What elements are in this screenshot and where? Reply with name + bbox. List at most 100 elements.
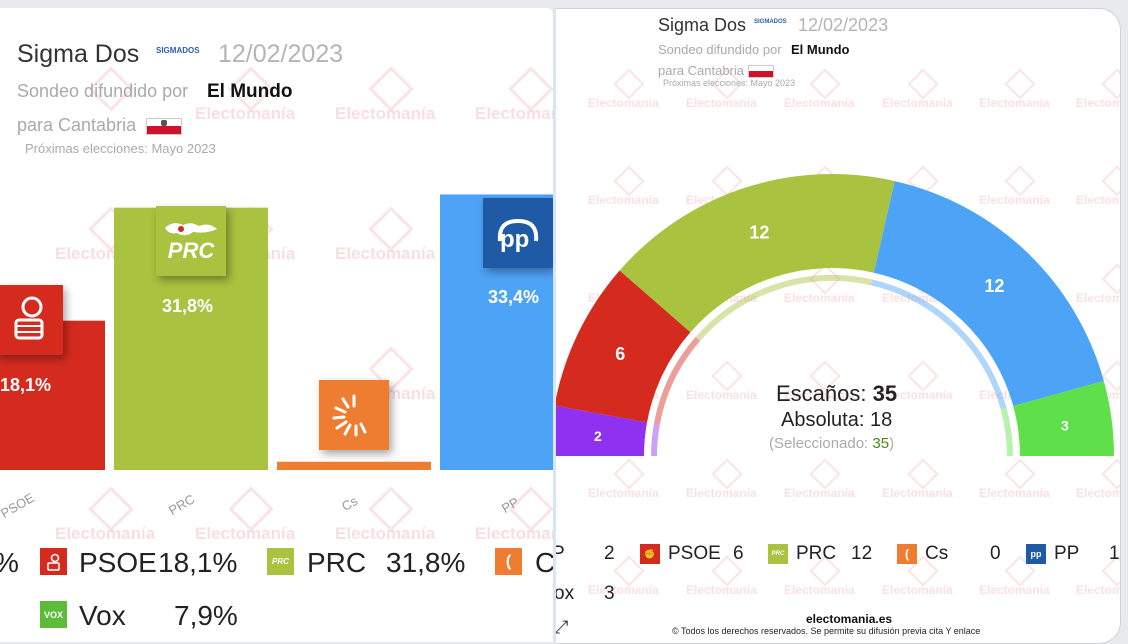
hemicycle-label-pp: 12 <box>984 276 1004 296</box>
seats-label-text: Escaños: <box>776 381 867 406</box>
watermark-text: Electomanía <box>588 583 659 597</box>
legend-psoe-label: PSOE <box>79 547 157 578</box>
watermark-text: Electomanía <box>979 583 1050 597</box>
bar-chart-panel: Electomanía Electomanía Electomanía Elec… <box>0 8 553 642</box>
watermark-text: Electomanía <box>882 96 953 110</box>
bar-cs <box>277 461 431 470</box>
legend-prc-value: 31,8% <box>386 547 466 578</box>
published-by-label: Sondeo difundido por <box>658 42 782 57</box>
hemicycle-segment-pp[interactable] <box>873 181 1104 406</box>
watermark-text: Electomanía <box>335 524 436 543</box>
expand-arrow-icon[interactable]: ⤢ <box>556 617 568 638</box>
legend-vox-value: 3 <box>604 583 615 604</box>
watermark-text: Electomanía <box>882 388 953 402</box>
watermark-text: Electomanía <box>784 486 855 500</box>
majority-label: Absoluta: 18 <box>781 409 893 431</box>
seats-label: Escaños: 35 <box>776 381 897 407</box>
legend-prc-value: 12 <box>851 543 873 564</box>
panel-divider <box>553 8 556 642</box>
legend-psoe-icon <box>40 548 67 575</box>
hemicycle-chart: 2 6 12 12 3 <box>556 173 1114 457</box>
watermark-text: Electomanía <box>784 96 855 110</box>
hemicycle-label-psoe: 6 <box>615 344 625 364</box>
pollster-badge: SIGMADOS <box>754 19 787 25</box>
poll-date: 12/02/2023 <box>218 40 344 68</box>
hemicycle-segment-vox[interactable] <box>1013 380 1114 456</box>
legend-cs-label: Cs <box>925 543 949 564</box>
watermark-text: Electomanía <box>475 524 553 543</box>
hemicycle-ring-podemos <box>651 423 660 457</box>
footer-site: electomania.es <box>806 612 893 626</box>
publisher-name: El Mundo <box>791 42 850 57</box>
pp-logo-icon: pp <box>483 198 553 268</box>
legend-leading-fragment: % <box>0 547 19 579</box>
legend-cs-value: 0 <box>990 543 1001 564</box>
legend-prc-label: PRC <box>796 543 837 564</box>
pollster-name: Sigma Dos <box>658 15 747 35</box>
legend-cs-icon: ( <box>897 544 917 564</box>
legend-prc-label: PRC <box>307 547 367 578</box>
legend-pp-label: PP <box>1054 543 1080 564</box>
legend-podemos-value: 2 <box>604 543 615 564</box>
watermark-text: Electomanía <box>686 583 757 597</box>
legend-psoe-icon: ✊ <box>640 544 660 564</box>
hemicycle-label-prc: 12 <box>749 223 769 243</box>
watermark-text: Electomanía <box>1076 96 1120 110</box>
watermark-text: Electomanía <box>979 96 1050 110</box>
hemicycle-segment-prc[interactable] <box>619 173 895 333</box>
svg-text:pp: pp <box>500 226 529 253</box>
watermark-text: Electomanía <box>784 388 855 402</box>
watermark-text: Electomanía <box>588 486 659 500</box>
watermark-text: Electomanía <box>784 291 855 305</box>
watermark-text: Electomanía <box>686 486 757 500</box>
watermark-text: Electomanía <box>686 96 757 110</box>
bar-label-pp: 33,4% <box>488 287 540 307</box>
legend-podemos-label: P <box>556 543 565 565</box>
legend-prc-icon: PRC <box>768 544 788 564</box>
x-tick-psoe: PSOE <box>0 489 37 521</box>
legend-psoe-value: 6 <box>733 543 744 564</box>
watermark-text: Electomanía <box>686 388 757 402</box>
legend-psoe-label: PSOE <box>668 543 721 564</box>
hemicycle-ring-pp <box>870 279 1007 410</box>
region-label: para Cantabria <box>658 63 744 78</box>
seats-total: 35 <box>872 381 898 406</box>
legend-vox-value: 7,9% <box>174 600 238 631</box>
hemicycle-ring-prc <box>695 275 873 341</box>
selected-suffix: ) <box>889 435 895 452</box>
legend-cs-icon: ( <box>495 548 522 575</box>
hemicycle-ring-vox <box>1000 407 1013 457</box>
watermark-text: Electomanía <box>1076 583 1120 597</box>
watermark-text: Electomanía <box>1076 486 1120 500</box>
watermark-text: Electomanía <box>475 104 553 123</box>
legend-pp-icon: pp <box>1026 544 1046 564</box>
legend-psoe-value: 18,1% <box>158 547 238 578</box>
legend-vox-icon: VOX <box>40 601 67 628</box>
watermark-text: Electomanía <box>882 486 953 500</box>
pollster-badge: SIGMADOS <box>156 46 200 55</box>
watermark-text: Electomanía <box>588 193 659 207</box>
cantabria-flag-icon <box>748 65 774 78</box>
hemicycle-segment-psoe[interactable] <box>556 270 691 423</box>
selected-value: 35 <box>872 435 890 452</box>
watermark-text: Electomanía <box>784 583 855 597</box>
selected-label: (Seleccionado: 35) <box>769 435 894 452</box>
watermark-text: Electomanía <box>979 486 1050 500</box>
watermark-text: Electomanía <box>55 524 156 543</box>
watermark-text: Electomanía <box>882 583 953 597</box>
watermark-text: Electomanía <box>979 193 1050 207</box>
prc-logo-icon: PRC <box>156 206 226 276</box>
legend-cs-label: C <box>535 547 553 578</box>
watermark-text: Electomanía <box>1076 193 1120 207</box>
watermark-text: Electomanía <box>195 524 296 543</box>
x-tick-cs: Cs <box>339 493 361 514</box>
footer-rights: © Todos los derechos reservados. Se perm… <box>672 626 981 636</box>
hemicycle-segment-podemos[interactable] <box>556 405 648 456</box>
bar-chart <box>0 194 553 470</box>
watermark-text: Electomanía <box>335 244 436 263</box>
legend-vox-label: Vox <box>79 600 126 631</box>
legend-pp-value: 1 <box>1109 543 1120 564</box>
cantabria-flag-icon <box>146 118 182 135</box>
legend-vox-label: ox <box>556 583 575 604</box>
pollster-name: Sigma Dos <box>17 40 140 68</box>
